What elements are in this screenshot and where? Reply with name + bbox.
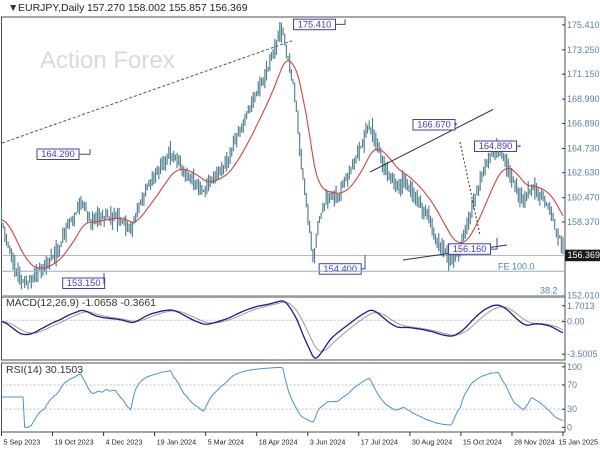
- svg-text:0: 0: [567, 422, 572, 432]
- svg-text:160.470: 160.470: [567, 193, 600, 203]
- svg-text:Action Forex: Action Forex: [40, 47, 175, 74]
- svg-text:162.630: 162.630: [567, 168, 600, 178]
- svg-text:38.2: 38.2: [540, 286, 558, 296]
- svg-text:15 Jan 2025: 15 Jan 2025: [558, 438, 598, 447]
- svg-text:166.890: 166.890: [567, 118, 600, 128]
- svg-text:5 Mar 2024: 5 Mar 2024: [208, 438, 244, 447]
- svg-text:152.010: 152.010: [567, 291, 600, 301]
- svg-text:164.730: 164.730: [567, 143, 600, 153]
- svg-text:19 Oct 2023: 19 Oct 2023: [55, 438, 94, 447]
- svg-text:100: 100: [567, 362, 582, 372]
- svg-text:175.410: 175.410: [298, 19, 332, 29]
- svg-text:▼: ▼: [8, 2, 18, 14]
- svg-text:15 Oct 2024: 15 Oct 2024: [463, 438, 502, 447]
- svg-text:3 Jun 2024: 3 Jun 2024: [310, 438, 346, 447]
- svg-text:158.370: 158.370: [567, 217, 600, 227]
- svg-text:EURJPY,Daily: EURJPY,Daily: [18, 2, 85, 14]
- svg-text:0.00: 0.00: [567, 317, 585, 327]
- svg-text:168.990: 168.990: [567, 94, 600, 104]
- svg-text:19 Jan 2024: 19 Jan 2024: [157, 438, 197, 447]
- svg-text:17 Jul 2024: 17 Jul 2024: [361, 438, 398, 447]
- svg-text:157.270 158.002 155.857 156.36: 157.270 158.002 155.857 156.369: [87, 2, 248, 14]
- svg-text:18 Apr 2024: 18 Apr 2024: [259, 438, 298, 447]
- svg-text:166.670: 166.670: [417, 120, 451, 130]
- svg-text:154.400: 154.400: [323, 264, 357, 274]
- svg-text:171.150: 171.150: [567, 69, 600, 79]
- svg-text:28 Nov 2024: 28 Nov 2024: [514, 438, 555, 447]
- svg-text:156.160: 156.160: [453, 244, 487, 254]
- svg-text:156.369: 156.369: [568, 250, 600, 260]
- svg-text:RSI(14) 30.1503: RSI(14) 30.1503: [6, 364, 83, 376]
- svg-text:5 Sep 2023: 5 Sep 2023: [4, 438, 41, 447]
- svg-text:MACD(12,26,9) -1.0658 -0.3661: MACD(12,26,9) -1.0658 -0.3661: [6, 297, 156, 309]
- svg-text:30 Aug 2024: 30 Aug 2024: [412, 438, 452, 447]
- svg-text:30: 30: [567, 404, 577, 414]
- svg-text:164.290: 164.290: [41, 149, 75, 159]
- svg-text:153.150: 153.150: [67, 278, 101, 288]
- svg-text:FE 100.0: FE 100.0: [498, 261, 535, 271]
- svg-text:70: 70: [567, 380, 577, 390]
- svg-text:1.7013: 1.7013: [567, 301, 595, 311]
- svg-text:164.890: 164.890: [479, 141, 513, 151]
- svg-text:175.410: 175.410: [567, 20, 600, 30]
- svg-text:-3.5005: -3.5005: [567, 349, 598, 359]
- svg-text:4 Dec 2023: 4 Dec 2023: [106, 438, 143, 447]
- svg-text:173.250: 173.250: [567, 45, 600, 55]
